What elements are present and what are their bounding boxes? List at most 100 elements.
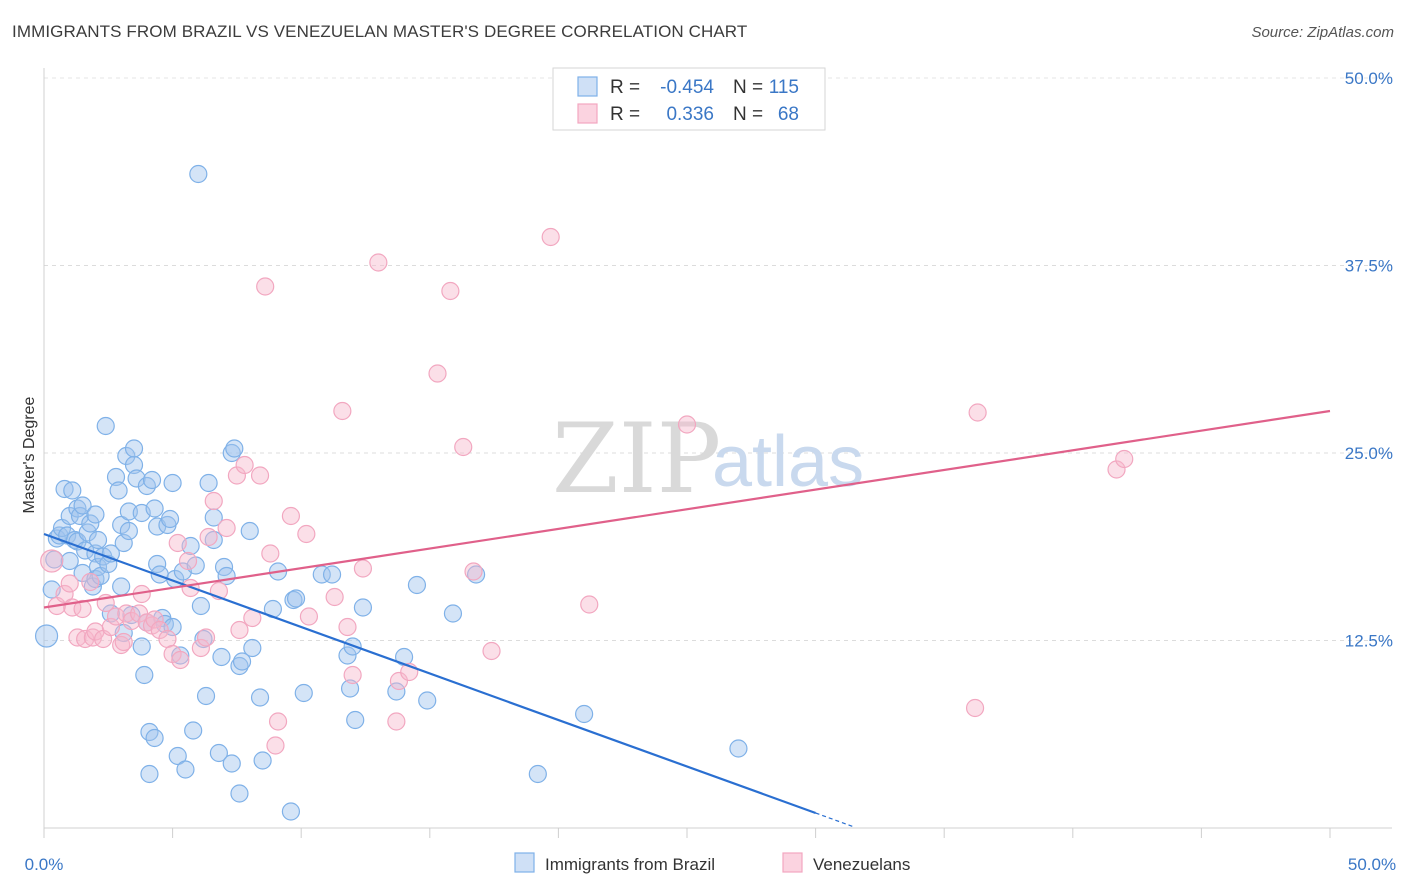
- brazil-point: [73, 496, 92, 515]
- brazil-point: [135, 665, 154, 685]
- brazil-point: [340, 679, 360, 698]
- venezuela-point: [464, 562, 483, 581]
- series-venezuela-points: [40, 227, 1134, 755]
- legend-box: R = -0.454 N = 115 R = 0.336 N = 68: [552, 67, 826, 131]
- bottom-legend-brazil: Immigrants from Brazil: [545, 855, 715, 874]
- x-tick-label-max: 50.0%: [1348, 855, 1396, 874]
- brazil-point: [217, 566, 236, 586]
- legend-n-value-venezuela: 68: [778, 104, 799, 125]
- venezuela-point: [191, 638, 210, 658]
- venezuela-point: [325, 587, 344, 607]
- brazil-point: [243, 638, 262, 658]
- brazil-point: [160, 509, 180, 529]
- brazil-point: [55, 479, 74, 499]
- brazil-point: [184, 721, 203, 740]
- brazil-point: [353, 598, 373, 617]
- trend-line-venezuela: [43, 409, 1331, 609]
- brazil-point: [250, 688, 270, 707]
- brazil-point: [575, 704, 594, 724]
- series-brazil-points: [34, 164, 748, 821]
- venezuela-point: [299, 607, 319, 626]
- venezuela-point: [199, 527, 218, 547]
- venezuela-point: [580, 595, 599, 614]
- venezuela-point: [541, 227, 560, 247]
- brazil-point: [119, 521, 138, 541]
- venezuela-point: [55, 584, 74, 604]
- brazil-point: [346, 710, 365, 730]
- brazil-point: [163, 473, 182, 493]
- legend-r-value-venezuela: 0.336: [666, 104, 714, 125]
- brazil-point: [443, 604, 463, 623]
- venezuela-point: [281, 506, 301, 526]
- bottom-legend-swatch-brazil: [514, 852, 535, 873]
- venezuela-point: [333, 401, 352, 421]
- venezuela-point: [268, 712, 288, 731]
- brazil-point: [112, 577, 131, 596]
- brazil-point: [145, 499, 164, 518]
- brazil-point: [199, 473, 218, 493]
- legend-n-label-venezuela: N =: [733, 104, 763, 125]
- brazil-point: [418, 691, 437, 710]
- bottom-legend-venezuela: Venezuelans: [813, 855, 910, 874]
- y-tick-label: 50.0%: [1345, 69, 1393, 88]
- brazil-point: [209, 743, 228, 763]
- venezuela-point: [369, 253, 388, 272]
- venezuela-point: [256, 277, 275, 296]
- brazil-point: [148, 554, 167, 574]
- y-tick-label: 37.5%: [1345, 257, 1393, 276]
- brazil-point: [191, 596, 210, 616]
- legend-r-value-brazil: -0.454: [660, 77, 714, 98]
- brazil-point: [407, 575, 427, 595]
- watermark: ZIP atlas: [552, 403, 864, 515]
- venezuela-point: [338, 617, 357, 637]
- brazil-point: [222, 754, 241, 773]
- y-axis-title: Master's Degree: [21, 396, 38, 513]
- brazil-point: [81, 514, 100, 533]
- watermark-atlas: atlas: [712, 422, 864, 502]
- venezuela-point: [171, 650, 190, 670]
- brazil-point: [63, 481, 82, 500]
- legend-r-label-brazil: R =: [610, 77, 640, 98]
- brazil-point: [101, 604, 120, 623]
- x-tick-label-min: 0.0%: [25, 855, 64, 874]
- brazil-point: [60, 551, 79, 571]
- brazil-point: [253, 751, 272, 770]
- watermark-zip: ZIP: [552, 403, 721, 515]
- venezuela-point: [428, 364, 447, 383]
- brazil-point: [528, 764, 547, 784]
- gridlines: [44, 77, 1392, 641]
- chart-title: IMMIGRANTS FROM BRAZIL VS VENEZUELAN MAS…: [12, 22, 748, 41]
- brazil-point: [132, 637, 151, 656]
- venezuela-point: [101, 617, 120, 637]
- brazil-point: [88, 530, 108, 550]
- trend-lines: [43, 409, 1331, 828]
- brazil-point: [109, 481, 128, 500]
- venezuela-point: [677, 415, 697, 434]
- axes: [43, 68, 1392, 838]
- brazil-point: [145, 728, 164, 748]
- y-tick-label: 12.5%: [1345, 632, 1393, 651]
- venezuela-point: [145, 610, 164, 629]
- tick-labels: 12.5% 25.0% 37.5% 50.0% 0.0% 50.0%: [25, 69, 1396, 874]
- legend-swatch-brazil: [577, 76, 598, 97]
- venezuela-point: [1115, 449, 1134, 469]
- bottom-legend: Immigrants from Brazil Venezuelans: [514, 852, 910, 874]
- venezuela-point: [196, 628, 216, 647]
- brazil-point: [124, 439, 144, 458]
- brazil-point: [114, 533, 133, 553]
- brazil-point: [212, 647, 231, 667]
- brazil-point: [294, 683, 313, 703]
- brazil-point: [60, 506, 79, 526]
- venezuela-point: [230, 620, 249, 640]
- venezuela-point: [965, 698, 985, 718]
- brazil-point: [176, 760, 195, 779]
- venezuela-point: [454, 437, 473, 457]
- venezuela-point: [261, 544, 280, 563]
- chart-source: Source: ZipAtlas.com: [1251, 24, 1394, 41]
- brazil-point: [96, 416, 115, 436]
- brazil-point: [171, 646, 190, 665]
- venezuela-point: [76, 629, 95, 649]
- trend-line-brazil-extension: [815, 812, 855, 828]
- venezuela-point: [60, 574, 79, 593]
